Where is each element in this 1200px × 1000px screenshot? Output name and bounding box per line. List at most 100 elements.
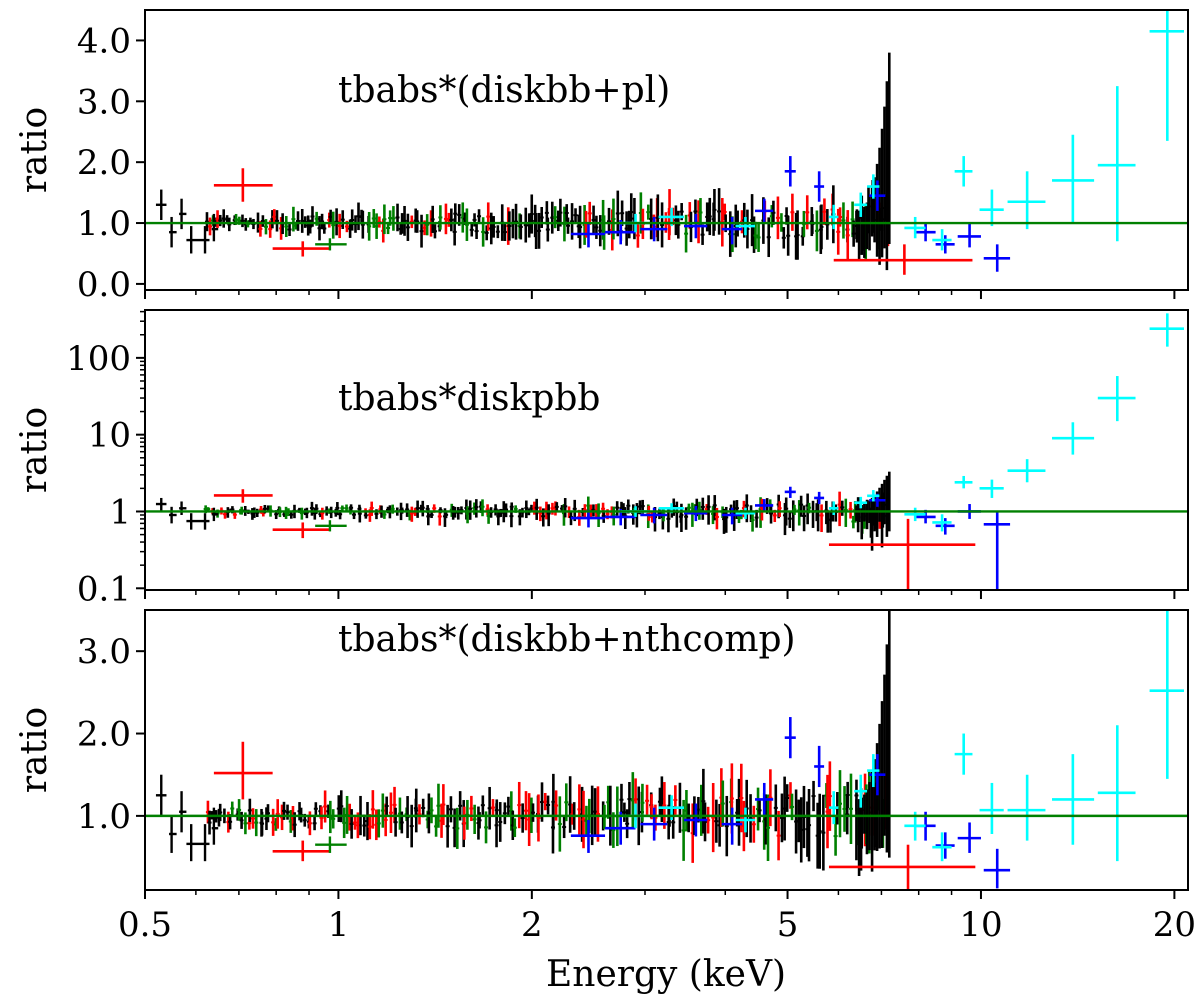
top-marks bbox=[155, 10, 1184, 275]
bottom-marks bbox=[155, 610, 1184, 890]
top-y-axis-label: ratio bbox=[14, 107, 55, 193]
black-data-point bbox=[200, 513, 210, 530]
cyan-data-point bbox=[954, 156, 973, 187]
x-tick-label: 5 bbox=[777, 905, 799, 945]
x-axis-label: Energy (keV) bbox=[546, 954, 786, 995]
cyan-data-point bbox=[1052, 422, 1095, 455]
red-data-point bbox=[828, 518, 976, 590]
panel-bottom: 1.0 2.0 3.0 tbabs*(diskbb+nthcomp) ratio bbox=[14, 609, 1189, 899]
black-data-point bbox=[179, 501, 187, 515]
blue-data-point bbox=[957, 223, 981, 248]
black-data-point bbox=[169, 216, 177, 248]
cyan-data-point bbox=[904, 507, 926, 522]
blue-data-point bbox=[983, 244, 1011, 272]
blue-data-point bbox=[683, 803, 708, 837]
green-data-point bbox=[315, 520, 347, 532]
y-tick-label: 100 bbox=[66, 339, 131, 379]
cyan-data-point bbox=[867, 174, 880, 199]
red-data-point bbox=[833, 244, 973, 275]
middle-y-axis-label: ratio bbox=[14, 407, 55, 493]
cyan-data-point bbox=[735, 216, 756, 236]
cyan-data-point bbox=[735, 807, 756, 833]
blue-data-point bbox=[683, 505, 708, 522]
middle-marks bbox=[155, 313, 1184, 590]
y-tick-label: 1.0 bbox=[77, 797, 131, 837]
cyan-data-point bbox=[1097, 376, 1136, 422]
y-tick-label: 10 bbox=[88, 416, 131, 456]
blue-data-point bbox=[935, 518, 955, 535]
cyan-data-point bbox=[954, 733, 973, 775]
cyan-data-point bbox=[1149, 10, 1184, 141]
green-data-point bbox=[315, 836, 347, 853]
cyan-data-point bbox=[932, 229, 952, 251]
black-data-point bbox=[211, 807, 219, 845]
cyan-data-point bbox=[1007, 171, 1046, 230]
blue-data-point bbox=[935, 832, 955, 859]
x-tick-label: 1 bbox=[328, 905, 350, 945]
cyan-data-point bbox=[1007, 774, 1046, 841]
blue-data-point bbox=[784, 156, 796, 187]
cyan-data-point bbox=[1149, 610, 1184, 779]
blue-data-point bbox=[570, 223, 606, 248]
blue-data-point bbox=[784, 486, 796, 498]
black-data-point bbox=[155, 497, 167, 512]
bottom-model-label: tbabs*(diskbb+nthcomp) bbox=[338, 619, 796, 660]
blue-data-point bbox=[957, 822, 981, 853]
red-data-point bbox=[272, 840, 330, 862]
red-data-point bbox=[213, 741, 273, 800]
top-model-label: tbabs*(diskbb+pl) bbox=[338, 70, 670, 111]
blue-data-point bbox=[570, 509, 606, 528]
blue-data-point bbox=[721, 216, 743, 245]
cyan-data-point bbox=[735, 507, 756, 519]
x-tick-labels: 0.5 1 2 5 10 20 bbox=[118, 905, 1196, 945]
blue-data-point bbox=[605, 811, 636, 845]
cyan-data-point bbox=[1097, 725, 1136, 862]
blue-data-point bbox=[814, 171, 825, 202]
cyan-data-point bbox=[932, 832, 952, 862]
blue-data-point bbox=[755, 499, 774, 512]
red-data-point bbox=[272, 241, 330, 257]
y-tick-label: 1.0 bbox=[77, 204, 131, 244]
cyan-data-point bbox=[867, 490, 880, 502]
blue-data-point bbox=[755, 782, 774, 816]
x-tick-label: 2 bbox=[521, 905, 543, 945]
black-data-point bbox=[186, 226, 201, 254]
red-data-point bbox=[213, 168, 273, 202]
top-axes-frame bbox=[144, 9, 1189, 291]
blue-data-point bbox=[570, 820, 606, 853]
black-data-point bbox=[200, 824, 210, 862]
black-data-point bbox=[179, 791, 187, 833]
x-tick-label: 20 bbox=[1153, 905, 1196, 945]
blue-data-point bbox=[814, 745, 825, 788]
middle-axes-frame bbox=[144, 309, 1189, 591]
y-tick-label: 1 bbox=[109, 492, 131, 532]
blue-data-point bbox=[935, 235, 955, 254]
top-ticks: 0.0 1.0 2.0 3.0 4.0 bbox=[77, 21, 1176, 305]
y-tick-label: 4.0 bbox=[77, 21, 131, 61]
black-data-point bbox=[169, 506, 177, 524]
x-tick-label: 10 bbox=[959, 905, 1002, 945]
cyan-data-point bbox=[854, 192, 868, 217]
black-data-point bbox=[211, 213, 219, 242]
blue-data-point bbox=[640, 807, 668, 841]
black-data-point bbox=[186, 513, 201, 530]
panel-middle: 0.1 1 10 100 tbabs*diskpbb ratio bbox=[14, 309, 1189, 609]
bottom-ticks: 1.0 2.0 3.0 bbox=[77, 632, 1176, 899]
blue-data-point bbox=[683, 213, 708, 239]
black-data-point bbox=[169, 815, 177, 853]
blue-data-point bbox=[983, 511, 1011, 590]
y-tick-label: 0.0 bbox=[77, 265, 131, 305]
blue-data-point bbox=[915, 223, 936, 242]
cyan-data-point bbox=[828, 501, 839, 515]
y-tick-label: 3.0 bbox=[77, 632, 131, 672]
cyan-data-point bbox=[1052, 134, 1095, 224]
middle-model-label: tbabs*diskpbb bbox=[338, 378, 600, 419]
black-data-point bbox=[200, 226, 210, 254]
black-data-point bbox=[155, 774, 167, 816]
cyan-data-point bbox=[1052, 754, 1095, 845]
cyan-data-point bbox=[828, 791, 839, 825]
cyan-data-point bbox=[854, 774, 868, 808]
y-tick-label: 3.0 bbox=[77, 82, 131, 122]
cyan-data-point bbox=[867, 754, 880, 788]
